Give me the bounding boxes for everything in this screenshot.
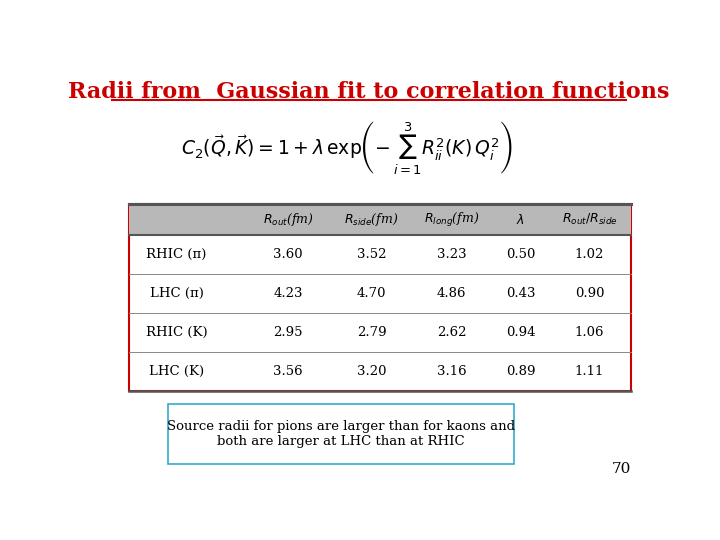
Text: 2.79: 2.79	[357, 326, 387, 339]
Text: 0.50: 0.50	[506, 248, 536, 261]
Text: 1.11: 1.11	[575, 365, 604, 378]
Text: $R_{out}$(fm): $R_{out}$(fm)	[263, 211, 314, 228]
Text: LHC (K): LHC (K)	[149, 365, 204, 378]
Text: 4.86: 4.86	[437, 287, 467, 300]
Text: RHIC (π): RHIC (π)	[146, 248, 207, 261]
Text: 3.23: 3.23	[437, 248, 467, 261]
Text: 1.06: 1.06	[575, 326, 604, 339]
Text: 3.60: 3.60	[274, 248, 303, 261]
Text: Radii from  Gaussian fit to correlation functions: Radii from Gaussian fit to correlation f…	[68, 82, 670, 104]
Text: 3.52: 3.52	[357, 248, 387, 261]
Text: 0.43: 0.43	[506, 287, 536, 300]
Text: RHIC (K): RHIC (K)	[145, 326, 207, 339]
Text: 2.95: 2.95	[274, 326, 303, 339]
Text: 3.56: 3.56	[274, 365, 303, 378]
Text: 0.90: 0.90	[575, 287, 604, 300]
Text: 3.20: 3.20	[357, 365, 387, 378]
Text: $R_{side}$(fm): $R_{side}$(fm)	[344, 211, 399, 228]
Text: $\lambda$: $\lambda$	[516, 213, 525, 227]
Text: $R_{out}/R_{side}$: $R_{out}/R_{side}$	[562, 212, 617, 227]
Text: 2.62: 2.62	[437, 326, 467, 339]
Text: $C_2(\vec{Q},\vec{K}) = 1 + \lambda\,\exp\!\left(-\,\sum_{i=1}^{3} R_{ii}^2(K)\,: $C_2(\vec{Q},\vec{K}) = 1 + \lambda\,\ex…	[181, 119, 513, 177]
Text: 70: 70	[612, 462, 631, 476]
Text: Source radii for pions are larger than for kaons and
both are larger at LHC than: Source radii for pions are larger than f…	[167, 420, 516, 448]
Text: $R_{long}$(fm): $R_{long}$(fm)	[424, 211, 480, 228]
Text: 3.16: 3.16	[437, 365, 467, 378]
Text: 1.02: 1.02	[575, 248, 604, 261]
Text: 4.23: 4.23	[274, 287, 303, 300]
Text: 0.89: 0.89	[506, 365, 536, 378]
Bar	[129, 204, 631, 235]
Text: 0.94: 0.94	[506, 326, 536, 339]
Text: LHC (π): LHC (π)	[150, 287, 204, 300]
Text: 4.70: 4.70	[357, 287, 387, 300]
